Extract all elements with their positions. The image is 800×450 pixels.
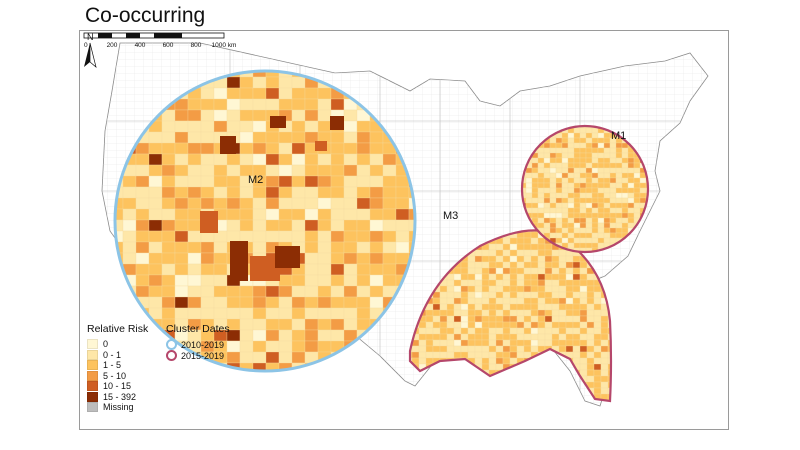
cluster-label-m3: M3 (443, 210, 458, 222)
north-arrow: N (84, 32, 97, 68)
legend-swatch (87, 402, 98, 413)
legend-swatch (87, 391, 98, 402)
legend-dates-title: Cluster Dates (166, 323, 230, 335)
legend-cluster-dates: Cluster Dates 2010-2019 2015-2019 (166, 323, 230, 361)
scale-tick-label: 1000 km (212, 42, 237, 49)
legend-risk-item: 1 - 5 (87, 360, 148, 371)
legend-risk-item: 15 - 392 (87, 391, 148, 403)
choropleth-map: M1 M2 M3 (101, 42, 709, 407)
legend-risk-label: 0 (103, 339, 109, 350)
scale-tick-label: 600 (163, 42, 174, 49)
scale-bar: 0 200 400 600 800 1000 km (83, 32, 237, 49)
scale-tick-label: 400 (135, 42, 146, 49)
north-label: N (87, 32, 94, 42)
cluster-m3-ring (408, 229, 613, 403)
legend-swatch (87, 370, 98, 381)
legend-risk-label: 5 - 10 (103, 370, 127, 381)
legend-risk-title: Relative Risk (87, 323, 149, 335)
legend-swatch (87, 360, 98, 371)
cluster-label-m2: M2 (248, 174, 263, 186)
scale-tick-label: 200 (107, 42, 118, 49)
legend-swatch (87, 339, 98, 350)
legend-swatch (87, 381, 98, 392)
cluster-m2-ring (113, 69, 417, 373)
legend-date-item: 2015-2019 (166, 350, 230, 361)
legend-risk-item: 0 (87, 339, 148, 350)
cluster-m1 (520, 124, 650, 254)
legend-swatch (87, 349, 98, 360)
legend-risk-label: 15 - 392 (103, 391, 137, 402)
cluster-label-m1: M1 (611, 130, 626, 142)
cluster-m1-ring (520, 124, 650, 254)
legend-risk-item: 5 - 10 (87, 370, 148, 382)
legend-ring-icon (166, 350, 177, 361)
scale-tick-label: 0 (84, 42, 88, 49)
legend-ring-icon (166, 339, 177, 350)
legend-risk-item: 0 - 1 (87, 349, 148, 361)
legend-risk-label: 10 - 15 (103, 381, 132, 392)
scale-tick-label: 800 (191, 42, 202, 49)
legend-risk-item: Missing (87, 402, 148, 413)
legend-risk-label: Missing (103, 402, 134, 413)
legend-risk-label: 0 - 1 (103, 349, 122, 360)
legend-date-label: 2015-2019 (181, 350, 225, 361)
map-title: Co-occurring (85, 4, 206, 27)
legend-date-label: 2010-2019 (181, 339, 225, 350)
legend-date-item: 2010-2019 (166, 339, 230, 350)
legend-risk-label: 1 - 5 (103, 360, 122, 371)
legend-risk-item: 10 - 15 (87, 381, 148, 392)
